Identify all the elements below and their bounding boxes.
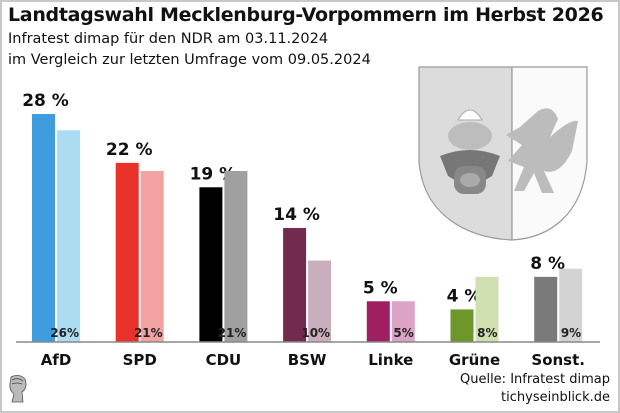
value-label: 8 % — [530, 254, 565, 274]
previous-value-label: 5% — [393, 326, 413, 340]
coat-of-arms-icon — [418, 66, 588, 241]
chart-subtitle-2: im Vergleich zur letzten Umfrage vom 09.… — [8, 52, 371, 68]
chart-subtitle-1: Infratest dimap für den NDR am 03.11.202… — [8, 31, 329, 47]
bar-spd-previous — [140, 171, 164, 342]
site-label: tichyseinblick.de — [501, 390, 610, 405]
category-label: BSW — [288, 351, 327, 369]
bar-afd-previous — [57, 130, 80, 342]
bar-grüne-previous — [475, 276, 499, 342]
previous-value-label: 9% — [561, 326, 581, 340]
previous-value-label: 10% — [301, 326, 330, 340]
value-label: 22 % — [106, 140, 153, 160]
category-label: Linke — [368, 351, 413, 369]
value-label: 4 % — [447, 286, 482, 306]
bar-bsw-previous — [308, 260, 332, 342]
chart-title: Landtagswahl Mecklenburg-Vorpommern im H… — [8, 4, 604, 26]
value-label: 5 % — [363, 278, 398, 298]
previous-value-label: 26% — [50, 326, 79, 340]
bar-sonst.-previous — [559, 268, 583, 342]
bar-bsw-current — [283, 228, 307, 342]
bar-sonst.-current — [534, 276, 558, 342]
bar-cdu-current — [199, 187, 223, 342]
tichy-logo-icon — [9, 375, 27, 403]
category-label: Grüne — [449, 351, 500, 369]
category-label: Sonst. — [531, 351, 585, 369]
bar-linke-previous — [391, 301, 415, 342]
bar-cdu-previous — [224, 171, 248, 342]
bar-afd-current — [32, 114, 55, 342]
category-label: SPD — [123, 351, 157, 369]
category-label: CDU — [206, 351, 242, 369]
category-label: AfD — [41, 351, 72, 369]
previous-value-label: 8% — [477, 326, 497, 340]
bar-linke-current — [366, 301, 390, 342]
bar-grüne-current — [450, 309, 474, 342]
value-label: 28 % — [22, 91, 69, 111]
value-label: 14 % — [273, 205, 320, 225]
previous-value-label: 21% — [218, 326, 247, 340]
previous-value-label: 21% — [134, 326, 163, 340]
bar-spd-current — [115, 162, 139, 342]
source-label: Quelle: Infratest dimap — [459, 372, 610, 387]
